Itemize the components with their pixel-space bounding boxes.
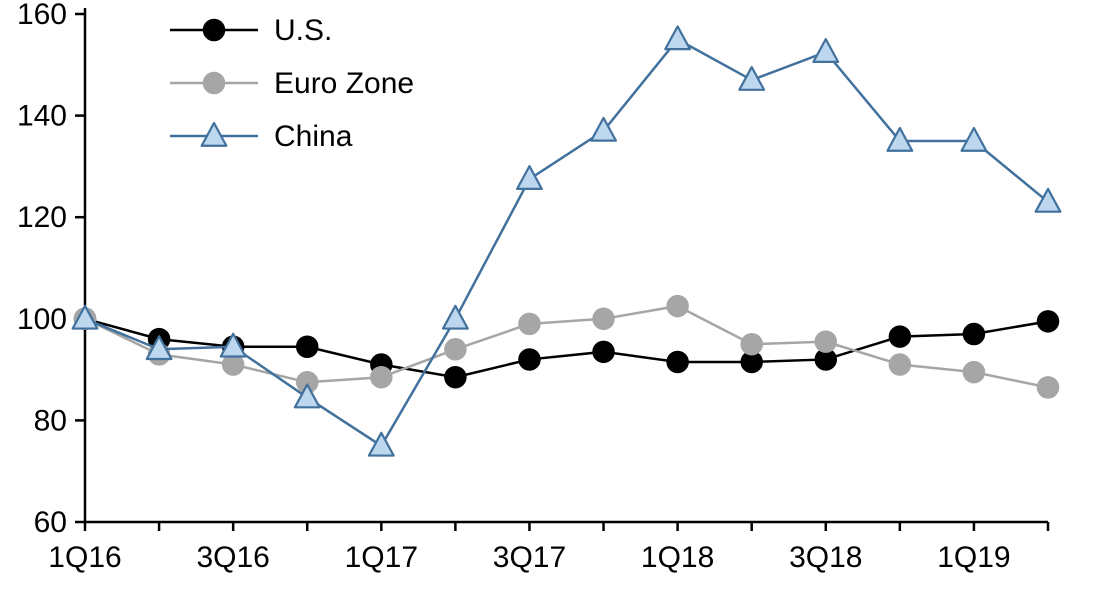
series-marker-china <box>516 165 543 190</box>
legend-marker-euro-zone <box>202 71 226 95</box>
series-marker-u-s <box>1036 310 1060 333</box>
series-marker-u-s <box>962 322 986 346</box>
series-marker-euro-zone <box>370 365 393 389</box>
series-marker-u-s <box>295 335 319 358</box>
series-line-china <box>84 37 1049 448</box>
legend-marker-china <box>200 121 228 147</box>
series-marker-u-s <box>888 325 912 348</box>
series-marker-china <box>960 126 988 152</box>
series-marker-china <box>145 335 173 361</box>
y-tick-label: 60 <box>34 506 67 539</box>
series-marker-china <box>886 126 914 152</box>
series-marker-euro-zone <box>666 294 689 318</box>
series-marker-euro-zone <box>740 332 763 356</box>
series-marker-china <box>441 304 469 330</box>
legend-label-euro-zone: Euro Zone <box>274 67 414 100</box>
series-marker-china <box>219 332 247 358</box>
series-marker-china <box>590 116 617 142</box>
series-line-euro-zone <box>84 304 1049 389</box>
series-marker-china <box>1034 187 1062 213</box>
series-marker-china <box>367 431 395 457</box>
x-tick-label: 3Q17 <box>493 541 566 574</box>
x-tick-label: 3Q16 <box>196 541 269 574</box>
y-tick-label: 100 <box>17 303 67 336</box>
x-tick-label: 1Q16 <box>48 541 121 574</box>
series-marker-u-s <box>444 365 467 389</box>
series-marker-china <box>812 37 840 63</box>
series-marker-euro-zone <box>592 307 615 331</box>
y-tick-label: 120 <box>17 201 67 234</box>
series-marker-euro-zone <box>888 353 912 376</box>
x-tick-label: 1Q18 <box>641 541 714 574</box>
x-tick-label: 1Q19 <box>937 541 1010 574</box>
series-marker-china <box>71 304 99 330</box>
series-marker-euro-zone <box>1036 376 1060 399</box>
legend-marker-u-s <box>202 18 226 42</box>
x-tick-label: 3Q18 <box>789 541 862 574</box>
y-tick-label: 160 <box>17 0 67 31</box>
series-marker-u-s <box>666 350 689 374</box>
series-marker-china <box>664 25 692 51</box>
series-marker-u-s <box>592 340 615 364</box>
series-marker-china <box>293 383 321 409</box>
legend-label-u-s: U.S. <box>274 14 332 47</box>
series-marker-u-s <box>518 348 541 371</box>
y-tick-label: 80 <box>34 404 67 437</box>
legend-label-china: China <box>274 120 353 153</box>
series-marker-china <box>738 65 766 91</box>
series-line-u-s <box>84 317 1049 379</box>
series-marker-euro-zone <box>444 338 467 361</box>
series-marker-euro-zone <box>814 330 838 353</box>
series-marker-euro-zone <box>518 312 541 336</box>
y-tick-label: 140 <box>17 100 67 133</box>
series-marker-euro-zone <box>962 360 986 384</box>
x-tick-label: 1Q17 <box>345 541 418 574</box>
